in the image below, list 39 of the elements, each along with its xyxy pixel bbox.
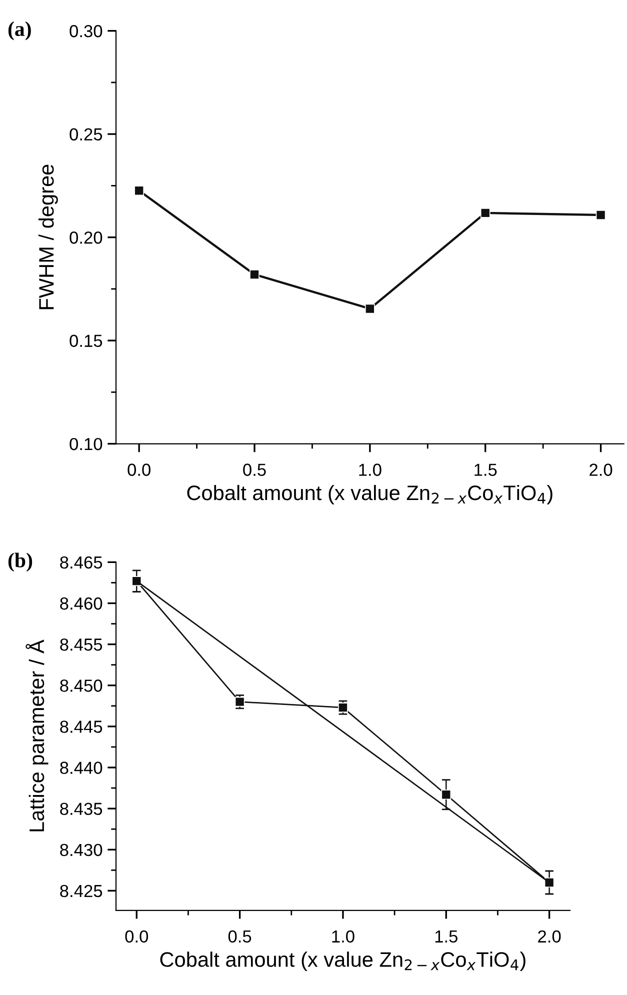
y-tick-label: 0.10 [70,438,102,450]
x-tick-label: 0.0 [128,464,150,476]
y-tick-label: 8.450 [60,680,102,692]
x-tick-label: 1.5 [474,464,497,476]
point [338,702,348,712]
y-tick-label: 8.445 [60,720,102,733]
y-tick-label: 8.425 [60,884,102,898]
x-tick-label: 0.5 [228,930,252,943]
point [441,790,452,800]
text: (b) [8,552,32,572]
y-tick-label: 8.460 [60,597,102,610]
y-axis-title: Lattice parameter / Å [26,640,48,832]
y-tick-label: 0.25 [70,128,102,141]
x-axis-title: Cobalt amount (x value Zn$_{2−x}$Co$_{x}$TiO$_{4}$) [187,484,552,504]
text: (a) [8,21,31,40]
x-tick-label: 2.0 [538,930,561,943]
x-tick-label: 2.0 [590,464,612,476]
point [132,576,142,586]
y-tick-label: 8.435 [60,802,102,816]
y-tick-label: 8.440 [60,762,102,774]
x-tick-label: 1.0 [332,930,354,943]
x-axis-title: Cobalt amount (x value Zn$_{2−x}$Co$_{x}$TiO$_{4}$) [160,952,526,972]
x-tick-label: 0.5 [243,464,266,476]
point [596,210,606,220]
x-tick-label: 1.0 [359,464,382,476]
y-tick-label: 0.20 [70,231,102,244]
x-tick-label: 0.0 [125,930,148,943]
y-tick-label: 8.455 [60,638,102,651]
point [250,270,260,280]
point [480,208,490,218]
x-tick-label: 1.5 [435,930,458,943]
point [364,304,375,314]
y-tick-label: 0.30 [70,25,102,38]
y-axis-title: FWHM / degree [38,164,58,310]
point [234,696,245,707]
y-tick-label: 8.430 [60,844,102,856]
y-tick-label: 0.15 [70,334,102,347]
y-tick-label: 8.465 [60,556,102,569]
point [134,186,144,196]
